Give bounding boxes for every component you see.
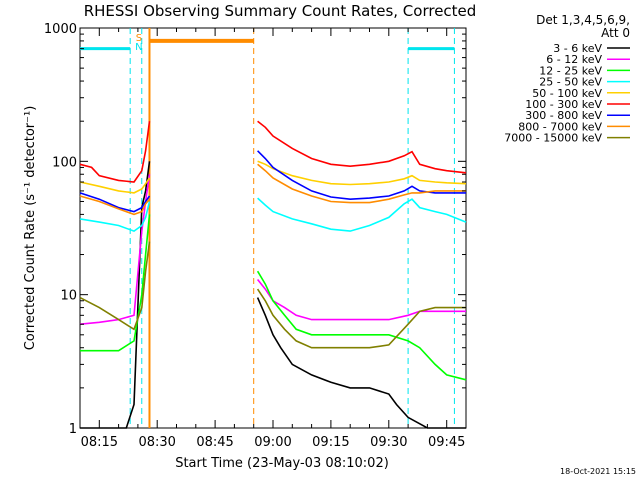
series-line-5 (79, 121, 151, 183)
y-tick-label: 1 (69, 422, 77, 437)
y-tick-label: 10 (60, 289, 77, 304)
x-tick-label: 09:00 (254, 435, 291, 450)
series-line-2 (80, 214, 151, 352)
legend-entry-label: 800 - 7000 keV (518, 120, 602, 133)
series-line-2 (256, 270, 467, 381)
legend-entry-label: 25 - 50 keV (539, 76, 602, 89)
chart-title: RHESSI Observing Summary Count Rates, Co… (84, 2, 477, 20)
legend-header-detectors: Det 1,3,4,5,6,9, (536, 13, 630, 27)
series-line-8 (256, 288, 466, 349)
legend-header-attenuator: Att 0 (601, 26, 630, 40)
generated-timestamp: 18-Oct-2021 15:15 (560, 467, 636, 476)
saa-label: S (136, 33, 142, 44)
y-tick-label: 100 (52, 155, 77, 170)
series-line-0 (80, 161, 151, 429)
series-line-3 (257, 197, 467, 232)
y-tick-label: 1000 (44, 22, 77, 37)
x-tick-label: 09:45 (428, 435, 465, 450)
x-tick-label: 09:30 (370, 435, 407, 450)
legend-entry-label: 12 - 25 keV (539, 64, 602, 77)
series-lines (79, 120, 467, 429)
legend-entry-label: 100 - 300 keV (525, 98, 602, 111)
x-tick-label: 09:15 (312, 435, 349, 450)
legend-entry-label: 6 - 12 keV (546, 53, 602, 66)
series-line-4 (79, 177, 151, 194)
x-axis-label: Start Time (23-May-03 08:10:02) (175, 456, 389, 471)
y-axis-label: Corrected Count Rate (s⁻¹ detector⁻¹) (23, 106, 38, 351)
x-tick-label: 08:30 (138, 435, 175, 450)
legend-entry-label: 7000 - 15000 keV (504, 132, 602, 145)
night-label: N (135, 42, 142, 53)
series-line-7 (257, 163, 466, 204)
series-line-6 (79, 192, 151, 213)
series-line-1 (256, 278, 466, 321)
axis-ticks: 1 10 100 1000 08:15 08:30 08:45 09:00 09:15 09:30… (44, 22, 467, 450)
x-tick-label: 08:15 (81, 435, 118, 450)
legend-entry-label: 300 - 800 keV (525, 109, 602, 122)
series-line-0 (256, 297, 466, 429)
legend-entry-label: 3 - 6 keV (553, 42, 602, 55)
legend-entry-label: 50 - 100 keV (532, 87, 602, 100)
series-line-3 (79, 201, 151, 232)
series-line-7 (79, 195, 151, 216)
series-line-5 (257, 120, 467, 174)
series-line-8 (79, 241, 151, 331)
x-tick-label: 08:45 (196, 435, 233, 450)
